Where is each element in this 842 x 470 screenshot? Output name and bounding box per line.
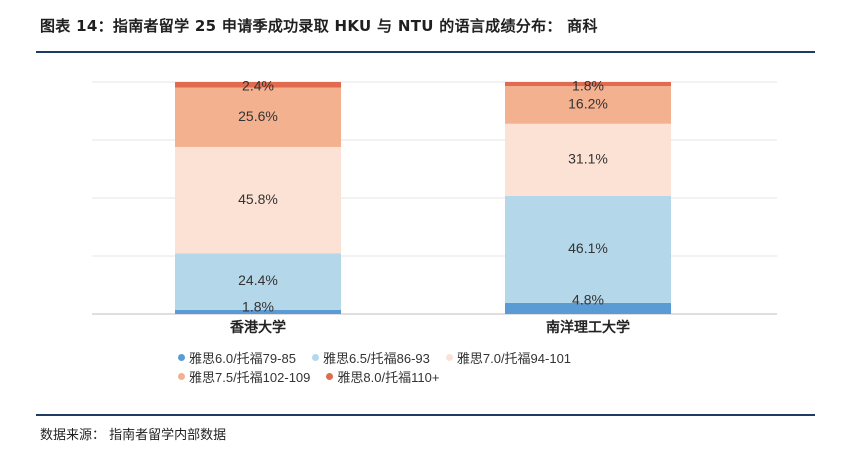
category-labels: 香港大学 南洋理工大学 — [229, 319, 630, 336]
data-labels: 1.8% 24.4% 45.8% 25.6% 2.4% 4.8% 46.1% 31.1% 16.… — [238, 78, 608, 315]
legend-marker — [178, 354, 185, 361]
data-label: 31.1% — [568, 151, 608, 167]
data-label: 1.8% — [242, 299, 274, 315]
legend-marker — [326, 373, 334, 380]
legend-item: 雅思8.0/托福110+ — [326, 367, 439, 386]
legend-marker — [178, 373, 185, 380]
legend-marker — [445, 354, 453, 361]
source-rule — [36, 414, 815, 416]
data-label: 16.2% — [568, 96, 608, 112]
bar-segment — [175, 146, 341, 254]
category-label: 南洋理工大学 — [546, 319, 630, 336]
legend-item: 雅思7.0/托福94-101 — [445, 348, 572, 367]
legend-label: 雅思6.0/托福79-85 — [189, 351, 296, 366]
bar-segment — [505, 195, 671, 303]
data-label: 1.8% — [572, 78, 604, 94]
chart-title: 图表 14：指南者留学 25 申请季成功录取 HKU 与 NTU 的语言成绩分布… — [40, 17, 598, 35]
data-label: 24.4% — [238, 272, 278, 288]
data-label: 2.4% — [242, 78, 274, 94]
legend-label: 雅思6.5/托福86-93 — [322, 351, 430, 366]
title-rule — [36, 51, 815, 53]
legend-item: 雅思7.5/托福102-109 — [178, 367, 310, 386]
bar-segment — [175, 253, 341, 310]
data-label: 45.8% — [238, 191, 278, 207]
bar-segment — [175, 87, 341, 147]
legend-row: 雅思6.0/托福79-85 雅思6.5/托福86-93 雅思7.0/托福94-101 — [178, 348, 698, 367]
bar-segment — [505, 86, 671, 124]
legend-label: 雅思7.5/托福102-109 — [189, 370, 311, 385]
legend-label: 雅思8.0/托福110+ — [337, 370, 440, 385]
legend-marker — [311, 354, 319, 361]
bar-segment — [505, 123, 671, 196]
legend-row: 雅思7.5/托福102-109 雅思8.0/托福110+ — [178, 367, 698, 386]
bar-segment — [505, 82, 671, 87]
bar-segment — [505, 302, 671, 314]
data-label: 4.8% — [572, 292, 604, 308]
bars — [175, 82, 671, 314]
category-label: 香港大学 — [229, 319, 286, 336]
legend: 雅思6.0/托福79-85 雅思6.5/托福86-93 雅思7.0/托福94-101… — [178, 348, 698, 386]
legend-item: 雅思6.5/托福86-93 — [311, 348, 430, 367]
bar-segment — [175, 309, 341, 314]
legend-label: 雅思7.0/托福94-101 — [456, 351, 572, 366]
data-label: 46.1% — [568, 240, 608, 256]
legend-item: 雅思6.0/托福79-85 — [178, 348, 296, 367]
data-label: 25.6% — [238, 108, 278, 124]
bar-segment — [175, 82, 341, 88]
source-note: 数据来源： 指南者留学内部数据 — [40, 428, 227, 443]
